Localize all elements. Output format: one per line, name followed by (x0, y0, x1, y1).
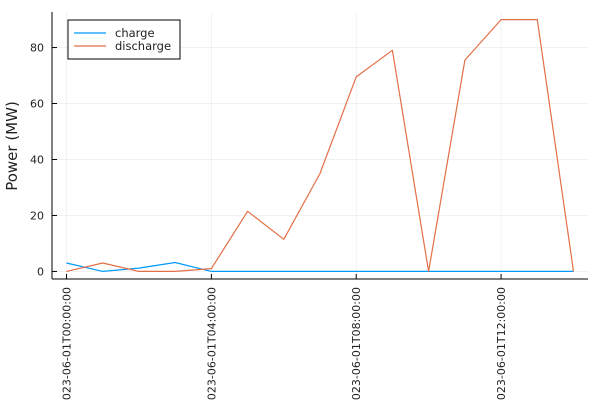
axes (51, 12, 588, 280)
y-tick-label: 0 (37, 265, 44, 278)
x-tick-label: 2023-06-01T08:00:00 (350, 287, 363, 400)
legend-box (67, 19, 181, 60)
legend-label-discharge: discharge (115, 39, 171, 53)
y-tick-label: 20 (30, 209, 44, 222)
series-line-charge (66, 261, 574, 272)
legend-label-charge: charge (115, 26, 155, 40)
series-line-discharge (66, 19, 575, 272)
ticks: 0 20 40 60 80 2023-06-01T00:00:00 2023-06-01T0… (30, 42, 508, 400)
y-axis-label: Power (MW) (3, 101, 21, 191)
y-tick-label: 80 (30, 42, 44, 55)
y-tick-label: 60 (30, 98, 44, 111)
y-tick-label: 40 (30, 153, 44, 166)
x-tick-label: 2023-06-01T12:00:00 (495, 287, 508, 400)
series (66, 19, 575, 272)
x-tick-label: 2023-06-01T00:00:00 (60, 287, 73, 400)
x-tick-label: 2023-06-01T04:00:00 (205, 287, 218, 400)
